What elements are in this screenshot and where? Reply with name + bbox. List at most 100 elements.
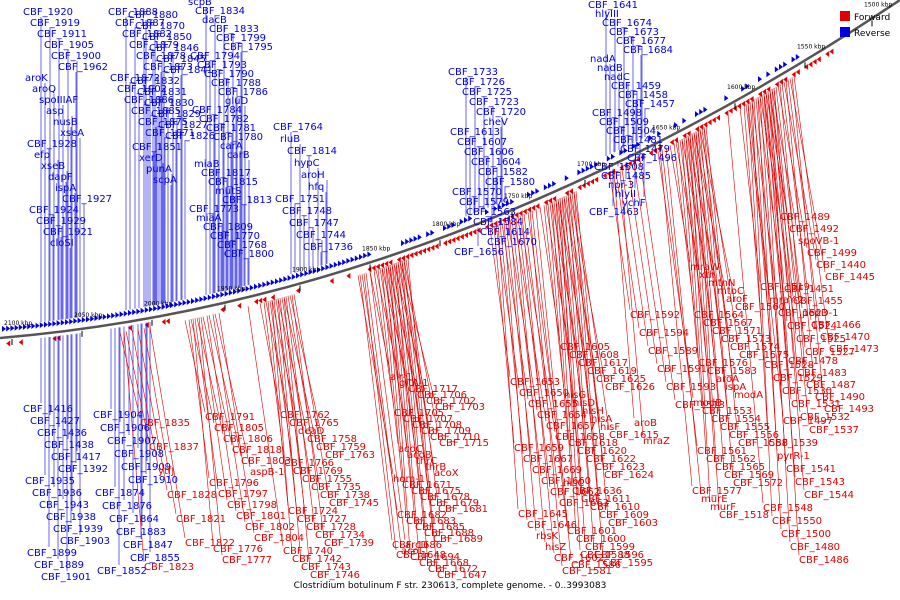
reverse-gene-label: CBF_1879 xyxy=(129,40,179,51)
forward-leader-line xyxy=(391,264,416,523)
reverse-gene-arrow xyxy=(254,283,258,290)
forward-leader-line xyxy=(619,170,644,437)
reverse-gene-label: CBF_1463 xyxy=(589,207,639,218)
forward-gene-arrow xyxy=(128,324,132,331)
forward-gene-label: CBF_1588 xyxy=(580,550,630,561)
reverse-gene-label: efp xyxy=(34,150,50,161)
forward-gene-label: CBF_1685 xyxy=(415,522,465,533)
reverse-gene-arrow xyxy=(27,323,32,330)
reverse-gene-arrow xyxy=(111,312,116,319)
forward-leader-line xyxy=(563,196,591,503)
forward-leader-line xyxy=(188,319,210,479)
forward-gene-label: mraZ xyxy=(643,436,670,447)
forward-leader-line xyxy=(202,316,233,446)
forward-gene-label: CBF_1595 xyxy=(603,558,653,569)
forward-gene-label: CBF_1625 xyxy=(596,374,646,385)
forward-labels: CBF_1835CBF_1837ytfJCBF_1828CBF_1821CBF_… xyxy=(140,212,879,581)
forward-gene-label: CBF_1548 xyxy=(763,503,813,514)
forward-gene-label: ispA xyxy=(725,382,746,393)
reverse-gene-arrow xyxy=(779,63,783,70)
forward-gene-label: CBF_1742 xyxy=(292,554,342,565)
forward-leader-line xyxy=(673,143,695,311)
reverse-gene-arrow xyxy=(459,218,464,225)
forward-gene-label: CBF_1556 xyxy=(729,430,779,441)
forward-gene-label: CBF_1576 xyxy=(698,358,748,369)
forward-leader-line xyxy=(399,261,430,499)
forward-leader-line xyxy=(383,266,408,451)
forward-gene-arrow xyxy=(766,86,771,93)
forward-gene-arrow xyxy=(686,130,691,137)
forward-leader-line xyxy=(669,145,691,263)
forward-gene-label: CBF_1798 xyxy=(227,500,277,511)
genome-backbone-arc xyxy=(0,0,900,340)
forward-gene-arrow xyxy=(594,176,599,183)
forward-gene-arrow xyxy=(485,223,489,230)
tick-label: 2000 kbp xyxy=(144,301,172,308)
forward-leader-line xyxy=(633,163,667,383)
forward-leader-line xyxy=(543,205,565,391)
reverse-gene-arrow xyxy=(648,135,653,142)
forward-gene-label: CBF_1531 xyxy=(791,399,841,410)
forward-gene-label: CBF_1805 xyxy=(214,423,264,434)
forward-leader-line xyxy=(149,327,186,539)
reverse-gene-arrow xyxy=(451,221,456,228)
forward-gene-arrow xyxy=(405,253,410,260)
forward-gene-label: CBF_1554 xyxy=(711,414,761,425)
reverse-gene-label: CBF_1607 xyxy=(457,137,507,148)
reverse-gene-label: CBF_1875 xyxy=(138,117,188,128)
forward-gene-label: CBF_1513 xyxy=(675,400,725,411)
reverse-gene-label: aroK xyxy=(25,73,48,84)
reverse-gene-arrow xyxy=(220,291,225,298)
reverse-gene-label: CBF_1924 xyxy=(29,205,79,216)
forward-gene-arrow xyxy=(674,137,678,144)
reverse-gene-arrow xyxy=(140,307,145,314)
forward-leader-line xyxy=(395,262,420,559)
forward-leader-line xyxy=(613,173,635,419)
forward-gene-arrow xyxy=(388,259,393,266)
legend: Forward Reverse xyxy=(840,11,891,39)
forward-leader-line xyxy=(509,219,537,532)
reverse-gene-arrow xyxy=(304,270,309,277)
reverse-gene-label: CBF_1882 xyxy=(122,29,172,40)
forward-leader-line xyxy=(559,198,581,551)
reverse-gene-arrow xyxy=(77,317,82,324)
forward-leader-line xyxy=(547,203,569,439)
reverse-labels: CBF_1920CBF_1919CBF_1911CBF_1905CBF_1900… xyxy=(23,0,677,583)
tick-label: 1650 kbp xyxy=(652,124,680,131)
forward-gene-arrow xyxy=(401,255,405,262)
reverse-gene-label: CBF_1921 xyxy=(43,227,93,238)
reverse-gene-label: CBF_1744 xyxy=(296,230,346,241)
forward-gene-arrow xyxy=(812,58,817,65)
reverse-gene-arrow xyxy=(409,237,414,244)
reverse-gene-arrow xyxy=(417,234,422,241)
forward-gene-label: CBF_1671 xyxy=(402,480,452,491)
forward-leader-line xyxy=(293,294,330,499)
forward-gene-label: CBF_1822 xyxy=(185,538,235,549)
forward-leader-line xyxy=(206,315,237,512)
forward-gene-label: rbsK xyxy=(536,531,559,542)
reverse-gene-arrow xyxy=(228,289,233,296)
forward-gene-label: CBF_1659 xyxy=(514,443,564,454)
reverse-gene-arrow xyxy=(107,313,111,320)
forward-gene-label: hisC xyxy=(563,478,584,489)
forward-leader-line xyxy=(727,114,764,504)
forward-leader-line xyxy=(757,97,782,530)
forward-leader-line xyxy=(125,331,150,443)
reverse-gene-label: CBF_1935 xyxy=(25,476,75,487)
reverse-gene-label: CBF_1481 xyxy=(613,135,663,146)
reverse-gene-arrow xyxy=(149,306,153,313)
reverse-gene-arrow xyxy=(321,265,326,272)
reverse-gene-arrow xyxy=(325,264,330,271)
forward-leader-line xyxy=(559,198,587,455)
reverse-gene-arrow xyxy=(73,318,78,325)
forward-gene-label: modA xyxy=(734,390,763,401)
reverse-gene-label: CBF_1416 xyxy=(23,404,73,415)
forward-gene-arrow xyxy=(489,222,494,229)
reverse-gene-label: CBF_1855 xyxy=(130,553,180,564)
forward-leader-line xyxy=(683,137,708,367)
forward-gene-arrow xyxy=(711,117,716,124)
reverse-gene-arrow xyxy=(611,153,615,160)
forward-gene-arrow xyxy=(459,233,464,240)
forward-leader-line xyxy=(503,222,528,521)
forward-gene-arrow xyxy=(703,121,708,128)
